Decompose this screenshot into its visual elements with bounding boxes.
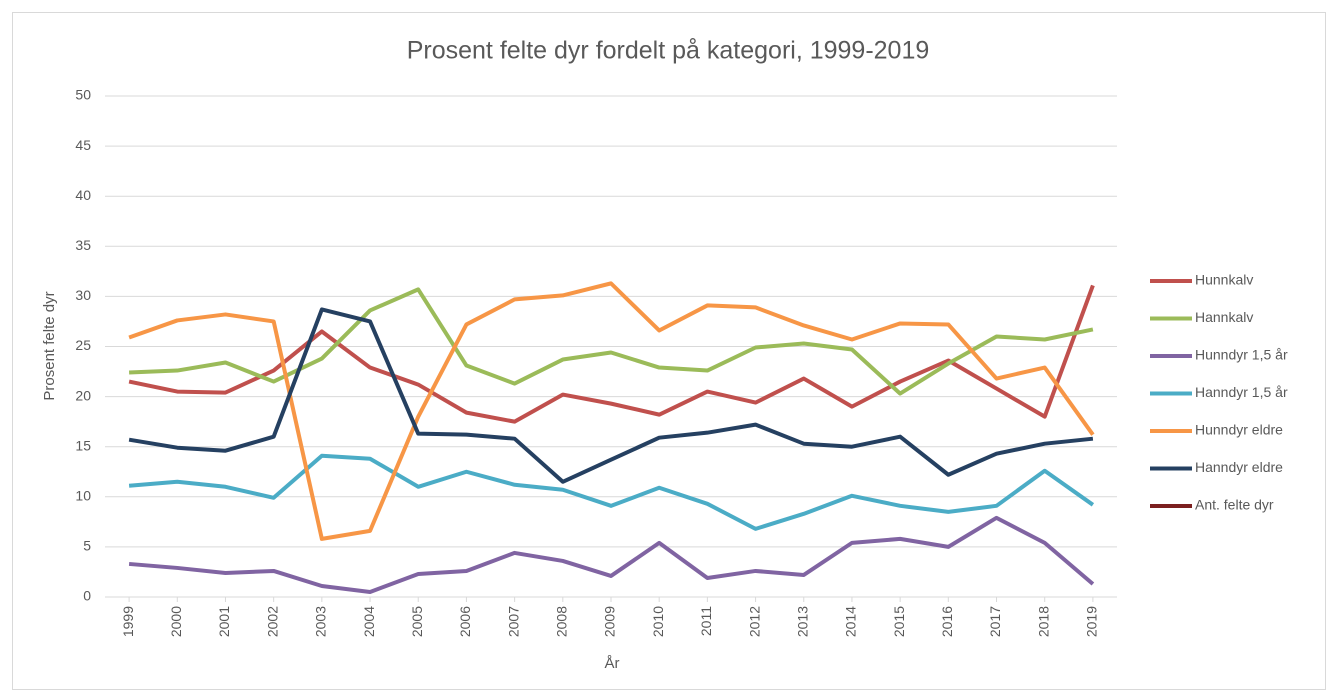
legend-label: Hunnkalv [1195, 272, 1253, 288]
x-tick-label: 2010 [650, 606, 666, 637]
series-line [128, 453, 1095, 531]
x-tick-label: 2002 [264, 606, 280, 637]
x-tick-label: 2011 [698, 606, 714, 636]
y-tick-label: 15 [75, 437, 91, 453]
x-tick-label: 2019 [1084, 606, 1100, 637]
x-tick-label: 1999 [120, 606, 136, 637]
series-line [128, 284, 1095, 424]
x-tick-label: 2013 [794, 606, 810, 637]
y-tick-label: 5 [83, 538, 91, 554]
x-tick-label: 2012 [746, 606, 762, 637]
y-tick-label: 25 [75, 337, 91, 353]
y-tick-label: 45 [75, 137, 91, 153]
x-tick-label: 2000 [168, 606, 184, 637]
x-tick-label: 2005 [409, 606, 425, 637]
y-tick-label: 40 [75, 187, 91, 203]
legend-label: Ant. felte dyr [1195, 497, 1274, 513]
x-tick-label: 2017 [987, 606, 1003, 637]
y-tick-label: 30 [75, 287, 91, 303]
y-tick-label: 10 [75, 488, 91, 504]
x-tick-label: 2015 [891, 606, 907, 637]
series-line [129, 287, 1094, 396]
x-tick-label: 2014 [843, 606, 859, 637]
x-tick-label: 2018 [1035, 606, 1051, 637]
x-tick-label: 2004 [361, 606, 377, 637]
series-line [128, 515, 1095, 594]
legend-label: Hunndyr eldre [1195, 422, 1283, 438]
legend-label: Hanndyr eldre [1195, 459, 1283, 475]
y-axis-label: Prosent felte dyr [41, 291, 58, 400]
chart-frame [12, 12, 1326, 690]
series-line [128, 307, 1094, 484]
x-axis-label: År [605, 655, 620, 672]
chart-title: Prosent felte dyr fordelt på kategori, 1… [407, 37, 930, 65]
legend-label: Hanndyr 1,5 år [1195, 384, 1288, 400]
x-tick-label: 2003 [313, 606, 329, 637]
x-tick-label: 2008 [554, 606, 570, 637]
x-tick-label: 2001 [216, 606, 232, 637]
y-tick-label: 50 [75, 87, 91, 103]
x-tick-label: 2007 [505, 606, 521, 637]
legend-label: Hannkalv [1195, 309, 1253, 325]
legend-label: Hunndyr 1,5 år [1195, 347, 1288, 363]
x-tick-label: 2016 [939, 606, 955, 637]
x-tick-label: 2009 [602, 606, 618, 637]
x-tick-label: 2006 [457, 606, 473, 637]
y-tick-label: 0 [83, 588, 91, 604]
y-tick-label: 35 [75, 237, 91, 253]
y-tick-label: 20 [75, 387, 91, 403]
